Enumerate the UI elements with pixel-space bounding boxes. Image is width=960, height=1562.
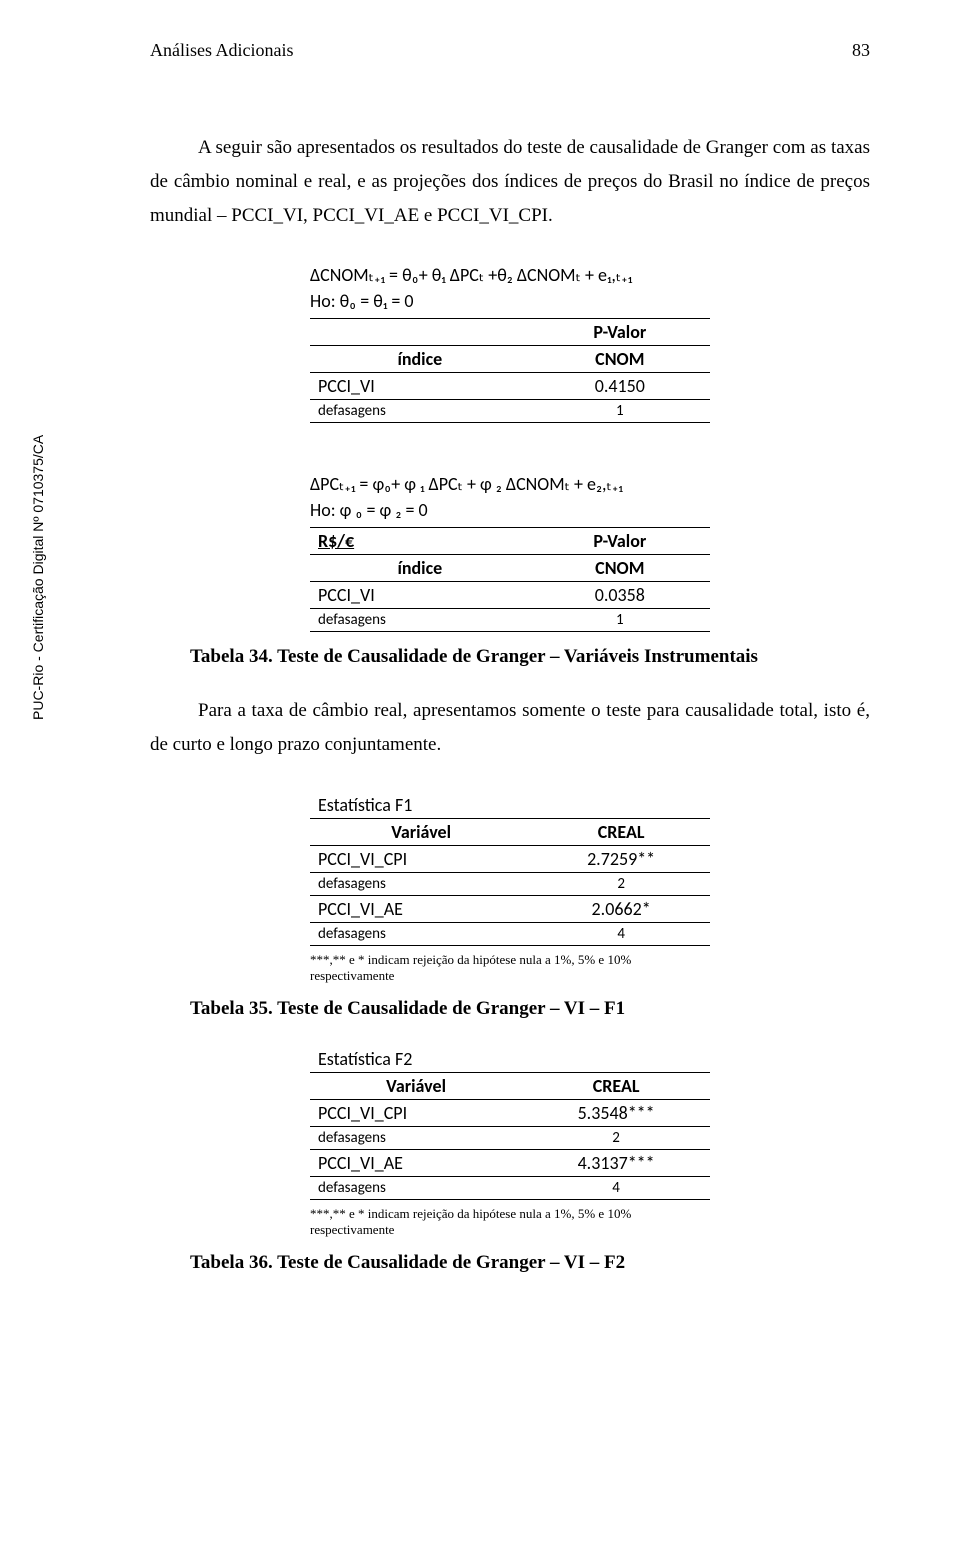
tbl4-r1b: 5.3548*** <box>522 1099 710 1126</box>
tbl2-h-indice: índice <box>310 554 530 581</box>
header-title: Análises Adicionais <box>150 40 293 61</box>
equation-2: ΔPCₜ₊₁ = φ₀+ φ ₁ ΔPCₜ + φ ₂ ΔCNOMₜ + e₂,… <box>310 473 710 495</box>
tbl2-r2a: defasagens <box>310 608 530 631</box>
tbl4-r1db: 2 <box>522 1126 710 1149</box>
equation-block-1: ΔCNOMₜ₊₁ = θ₀+ θ₁ ΔPCₜ +θ₂ ΔCNOMₜ + e₁,ₜ… <box>310 264 710 312</box>
tbl3-r1da: defasagens <box>310 872 532 895</box>
tbl2-h-cnom: CNOM <box>530 554 710 581</box>
tbl3-r1a: PCCI_VI_CPI <box>310 845 532 872</box>
tbl4-hvar: Variável <box>310 1072 522 1099</box>
tbl1-r2b: 1 <box>530 399 710 422</box>
tbl1-r2a: defasagens <box>310 399 530 422</box>
tbl4-r2db: 4 <box>522 1176 710 1199</box>
tbl3-r2db: 4 <box>532 922 710 945</box>
tbl2-r1b: 0.0358 <box>530 581 710 608</box>
paragraph-2-text: Para a taxa de câmbio real, apresentamos… <box>150 700 870 755</box>
tbl1-h-indice: índice <box>310 345 530 372</box>
page-number: 83 <box>852 40 870 61</box>
tbl1-h-cnom: CNOM <box>530 345 710 372</box>
tbl4-r1a: PCCI_VI_CPI <box>310 1099 522 1126</box>
tbl3-hval: CREAL <box>532 818 710 845</box>
tbl3-r2b: 2.0662* <box>532 895 710 922</box>
tbl1-pvalor: P-Valor <box>530 318 710 345</box>
table-1: P-Valor índiceCNOM PCCI_VI0.4150 defasag… <box>310 318 710 423</box>
tbl1-r1b: 0.4150 <box>530 372 710 399</box>
tbl2-r1a: PCCI_VI <box>310 581 530 608</box>
page-header: Análises Adicionais 83 <box>150 40 870 61</box>
footnote-2: ***,** e * indicam rejeição da hipótese … <box>310 1206 710 1238</box>
tbl4-r1da: defasagens <box>310 1126 522 1149</box>
tbl2-r2b: 1 <box>530 608 710 631</box>
table-f1: Estatística F1 VariávelCREAL PCCI_VI_CPI… <box>310 792 710 946</box>
tbl3-r2a: PCCI_VI_AE <box>310 895 532 922</box>
caption-35: Tabela 35. Teste de Causalidade de Grang… <box>190 998 870 1020</box>
tbl3-hvar: Variável <box>310 818 532 845</box>
paragraph-1: A seguir são apresentados os resultados … <box>150 131 870 234</box>
hypothesis-1: Ho: θ₀ = θ₁ = 0 <box>310 290 710 312</box>
paragraph-1-text: A seguir são apresentados os resultados … <box>150 137 870 226</box>
tbl1-r1a: PCCI_VI <box>310 372 530 399</box>
certification-sidebar: PUC-Rio - Certificação Digital Nº 071037… <box>30 435 46 720</box>
caption-36: Tabela 36. Teste de Causalidade de Grang… <box>190 1252 870 1274</box>
page: PUC-Rio - Certificação Digital Nº 071037… <box>0 0 960 1340</box>
tbl4-hval: CREAL <box>522 1072 710 1099</box>
tbl4-r2b: 4.3137*** <box>522 1149 710 1176</box>
table-2: R$/€P-Valor índiceCNOM PCCI_VI0.0358 def… <box>310 527 710 632</box>
equation-1: ΔCNOMₜ₊₁ = θ₀+ θ₁ ΔPCₜ +θ₂ ΔCNOMₜ + e₁,ₜ… <box>310 264 710 286</box>
table-f2: Estatística F2 VariávelCREAL PCCI_VI_CPI… <box>310 1046 710 1200</box>
caption-34: Tabela 34. Teste de Causalidade de Grang… <box>190 646 870 668</box>
tbl2-pvalor: P-Valor <box>530 527 710 554</box>
tbl2-rs: R$/€ <box>310 527 530 554</box>
hypothesis-2: Ho: φ ₀ = φ ₂ = 0 <box>310 499 710 521</box>
tbl4-r2da: defasagens <box>310 1176 522 1199</box>
tbl3-r1b: 2.7259** <box>532 845 710 872</box>
tbl4-r2a: PCCI_VI_AE <box>310 1149 522 1176</box>
tbl3-r2da: defasagens <box>310 922 532 945</box>
tbl4-title: Estatística F2 <box>310 1046 710 1073</box>
equation-block-2: ΔPCₜ₊₁ = φ₀+ φ ₁ ΔPCₜ + φ ₂ ΔCNOMₜ + e₂,… <box>310 473 710 521</box>
tbl3-title: Estatística F1 <box>310 792 710 819</box>
paragraph-2: Para a taxa de câmbio real, apresentamos… <box>150 694 870 762</box>
footnote-1: ***,** e * indicam rejeição da hipótese … <box>310 952 710 984</box>
tbl3-r1db: 2 <box>532 872 710 895</box>
